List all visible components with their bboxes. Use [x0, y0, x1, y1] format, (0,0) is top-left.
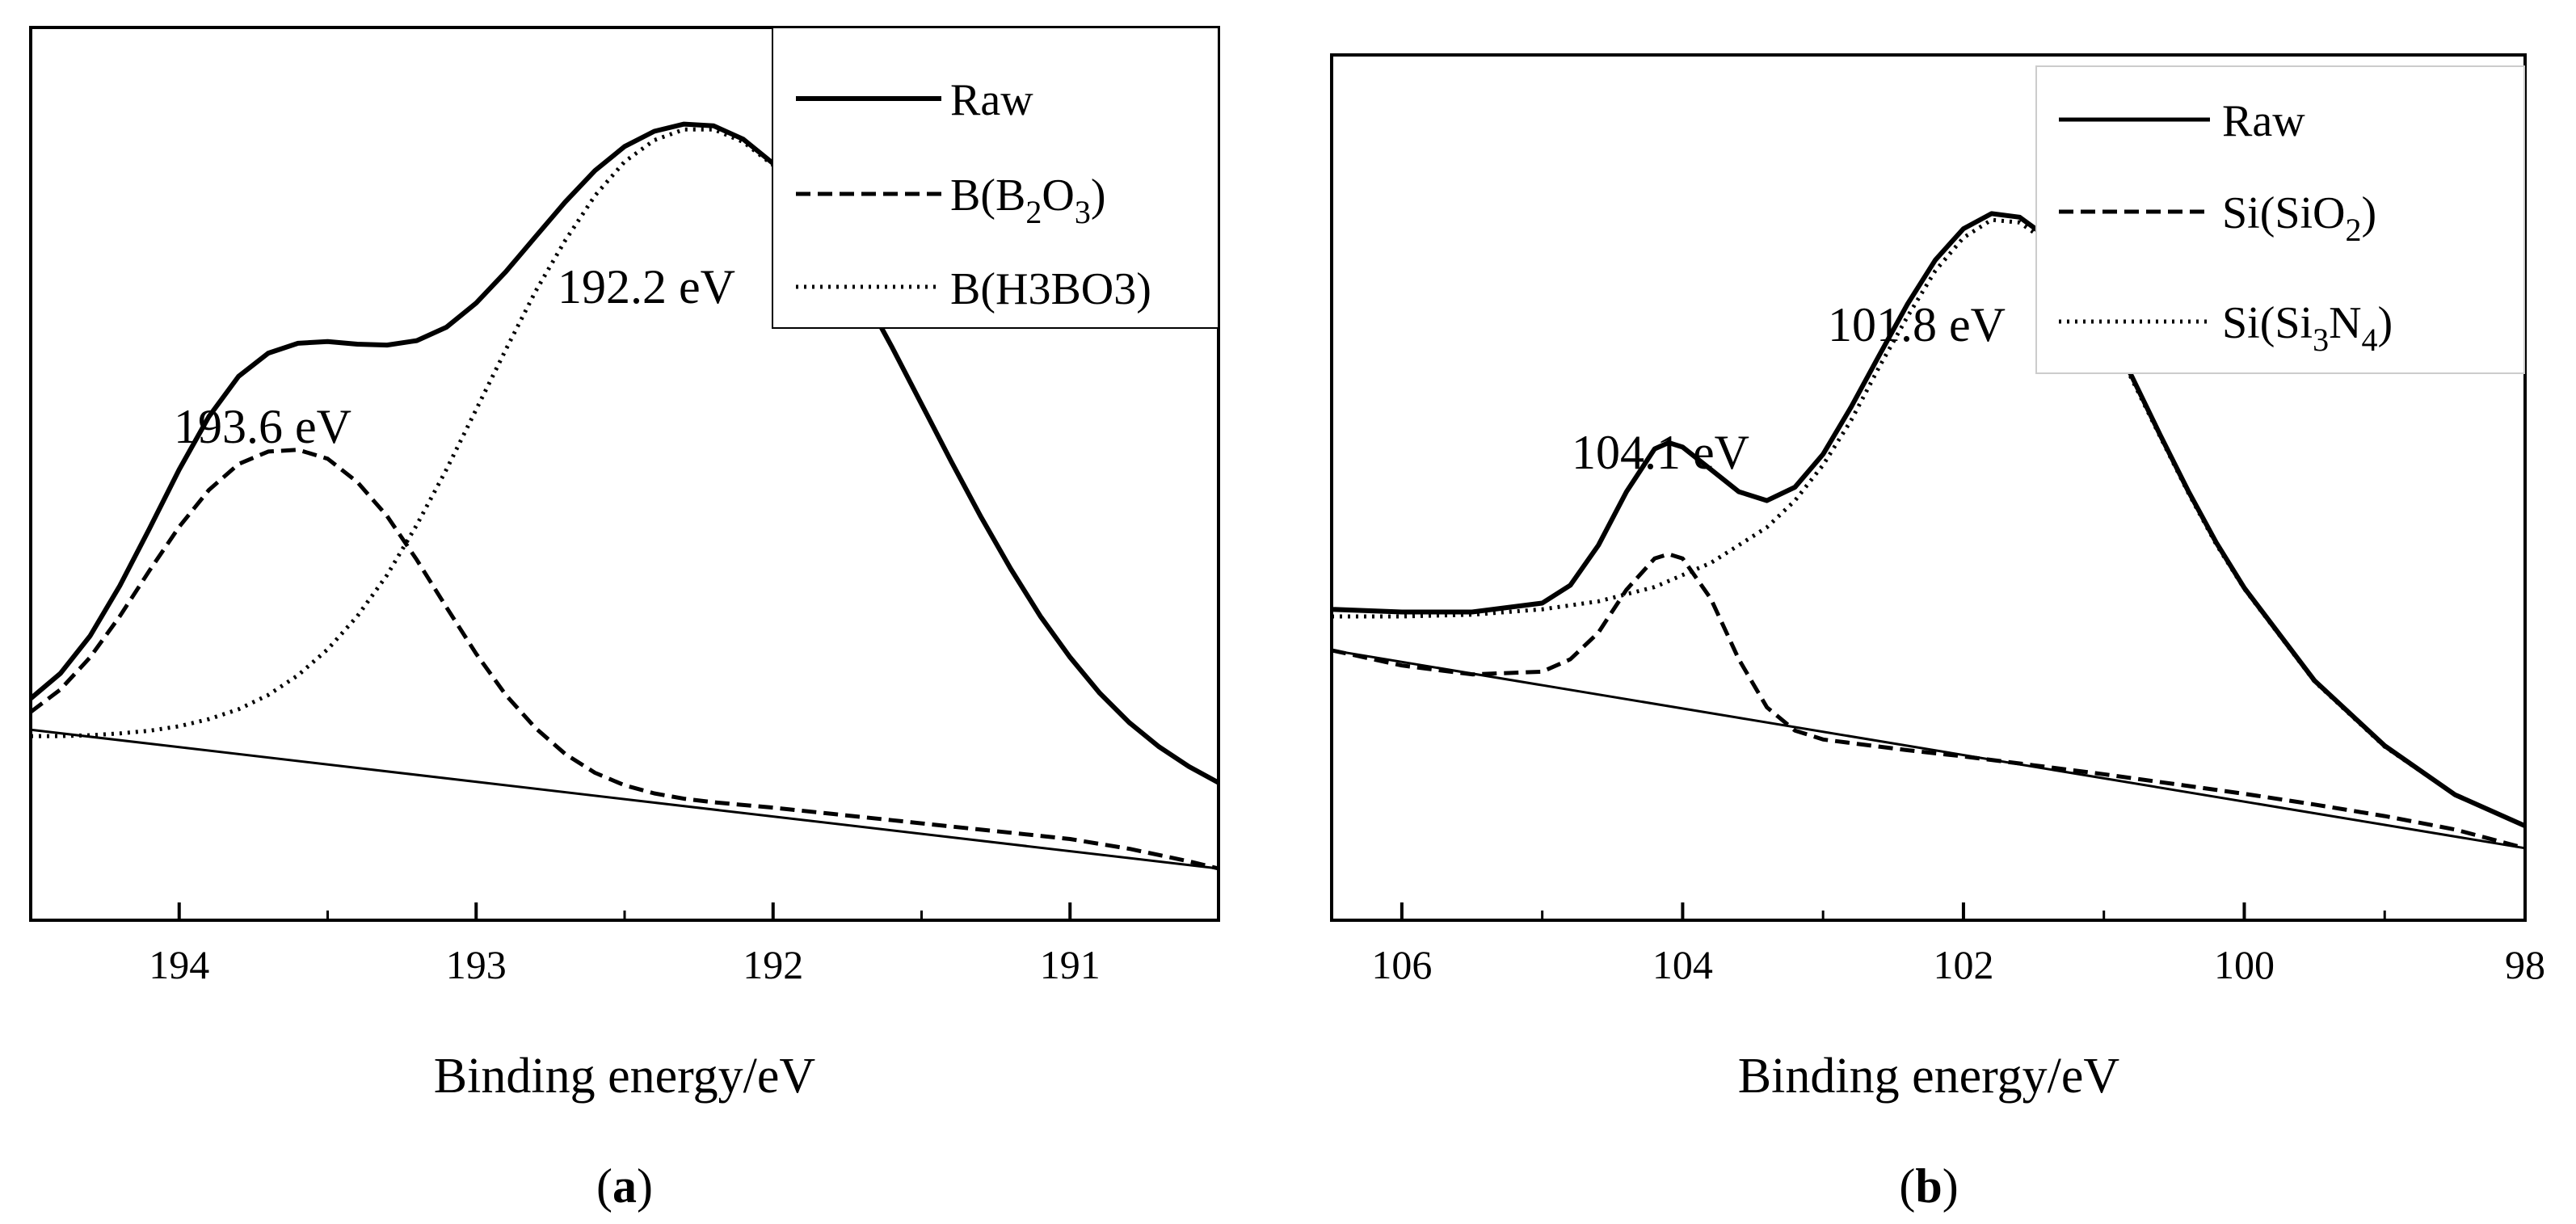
panel-a: 194 193 192 191 Binding energy/eV 193.6 eV …: [29, 26, 1220, 1213]
legend-label-b2o3: B(B2O3): [950, 170, 1105, 230]
series-line-raw: [1331, 211, 2527, 829]
legend-box: [772, 27, 1219, 329]
plot-curves: [29, 121, 1220, 871]
x-tick-label: 100: [2214, 942, 2275, 987]
annotation-peak-1: 193.6 eV: [174, 400, 351, 453]
x-tick-label: 98: [2505, 942, 2545, 987]
x-axis-ticks: 194 193 192 191: [149, 902, 1101, 987]
annotation-peak-2: 192.2 eV: [558, 260, 735, 313]
series-line-raw: [29, 121, 1220, 785]
annotation-peak-2: 101.8 eV: [1828, 298, 2006, 351]
legend-label-raw: Raw: [950, 75, 1033, 125]
x-tick-label: 106: [1371, 942, 1432, 987]
x-tick-label: 104: [1652, 942, 1713, 987]
panel-caption-a: (a): [596, 1159, 653, 1213]
x-tick-label: 193: [446, 942, 507, 987]
plot-curves: [1331, 211, 2527, 851]
series-line-si-sio2: [1331, 552, 2526, 851]
background-line: [1331, 649, 2526, 850]
legend: Raw Si(SiO2) Si(Si3N4): [2035, 65, 2525, 374]
series-line-b-b2o3: [29, 448, 1219, 871]
legend-label-raw: Raw: [2222, 96, 2305, 146]
legend-label-sio2: Si(SiO2): [2222, 188, 2376, 248]
x-tick-label: 102: [1933, 942, 1993, 987]
annotation-peak-1: 104.1 eV: [1572, 426, 1749, 479]
plot-frame: [1330, 53, 2527, 922]
background-line: [30, 728, 1219, 870]
legend-label-h3bo3: B(H3BO3): [950, 264, 1151, 314]
x-axis-ticks: 106 104 102 100 98: [1371, 902, 2545, 987]
x-tick-label: 191: [1040, 942, 1101, 987]
x-tick-label: 194: [149, 942, 209, 987]
x-axis-label: Binding energy/eV: [1738, 1049, 2120, 1104]
legend-label-si3n4: Si(Si3N4): [2222, 298, 2393, 358]
legend: Raw B(B2O3) B(H3BO3): [772, 27, 1219, 329]
panel-b: 106 104 102 100 98 Binding energy/eV 104.1 e…: [1330, 53, 2545, 1213]
panel-caption-b: (b): [1899, 1159, 1958, 1213]
x-axis-label: Binding energy/eV: [434, 1049, 816, 1104]
x-tick-label: 192: [743, 942, 803, 987]
